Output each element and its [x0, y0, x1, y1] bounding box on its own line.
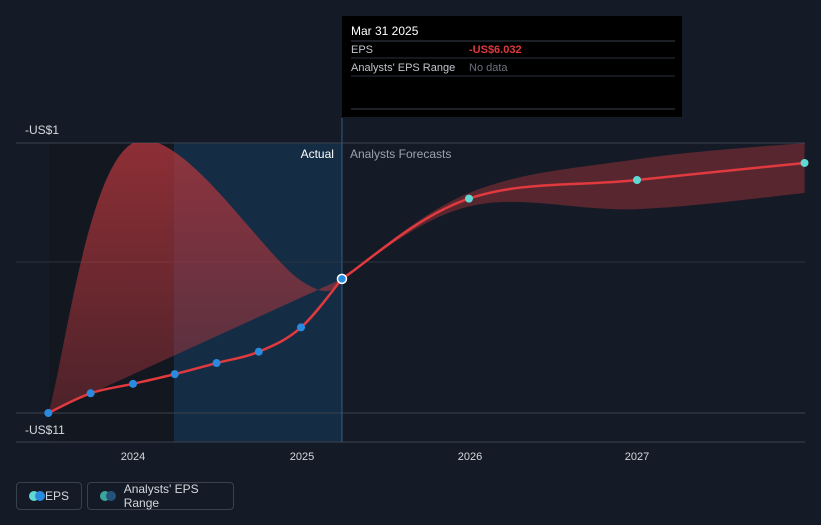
eps-actual-point	[170, 370, 179, 379]
legend-item-eps[interactable]: EPS	[16, 482, 82, 510]
eps-actual-point	[129, 379, 137, 388]
tooltip-row-label: EPS	[351, 44, 373, 56]
tooltip-date: Mar 31 2025	[351, 24, 419, 38]
historical-range-band	[48, 143, 342, 413]
eps-forecast-point	[633, 175, 641, 184]
x-tick-label: 2024	[121, 451, 145, 463]
tooltip-row-label: Analysts' EPS Range	[351, 62, 455, 74]
legend-eps-icon	[29, 491, 45, 501]
eps-actual-point	[86, 389, 95, 398]
y-label-bottom: -US$11	[25, 423, 65, 437]
forecast-region-label: Analysts Forecasts	[350, 147, 451, 161]
eps-actual-point	[254, 347, 263, 356]
legend-range-icon	[100, 491, 116, 501]
eps-forecast-point	[465, 194, 473, 203]
tooltip-row-value: -US$6.032	[469, 44, 522, 56]
x-tick-label: 2025	[290, 451, 314, 463]
legend-item-eps-range[interactable]: Analysts' EPS Range	[87, 482, 234, 510]
legend-range-label: Analysts' EPS Range	[123, 482, 199, 510]
legend-eps-label: EPS	[44, 489, 69, 503]
eps-forecast-point	[800, 158, 809, 167]
tooltip-box	[342, 16, 682, 117]
eps-actual-point	[212, 359, 221, 368]
y-label-top: -US$1	[25, 123, 59, 137]
x-tick-label: 2026	[458, 451, 482, 463]
eps-actual-point	[44, 409, 53, 417]
eps-forecast-line	[341, 161, 805, 280]
actual-region-label: Actual	[301, 147, 334, 161]
eps-actual-point	[336, 273, 348, 285]
tooltip-row-value: No data	[469, 62, 508, 74]
forecast-range-band	[341, 143, 805, 279]
x-tick-label: 2027	[625, 451, 649, 463]
eps-actual-point	[297, 323, 305, 332]
